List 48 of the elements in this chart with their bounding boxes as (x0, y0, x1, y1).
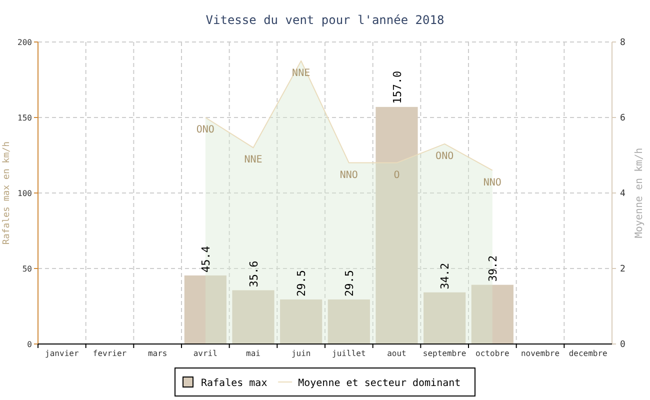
bar (376, 106, 418, 344)
x-tick-label: juillet (332, 349, 366, 358)
data-label: 29.5 (342, 270, 356, 296)
y2-tick-label: 8 (620, 38, 626, 48)
bar (184, 275, 226, 344)
data-label: ONO (436, 150, 454, 162)
data-label: 34.2 (438, 262, 452, 290)
x-tick-label: mars (148, 349, 168, 358)
x-tick-label: aout (387, 349, 407, 358)
x-tick-label: decembre (568, 349, 608, 358)
data-label: ONO (196, 124, 214, 136)
bar (232, 290, 274, 344)
bar (328, 299, 370, 344)
y-tick-label: 200 (18, 38, 32, 47)
bar (471, 284, 514, 344)
data-label: 35.6 (247, 260, 260, 288)
x-tick-label: janvier (45, 349, 79, 358)
bar (424, 292, 466, 344)
y2-tick-label: 2 (620, 264, 626, 274)
y2-tick-label: 6 (620, 114, 626, 124)
legend-label: Rafales max (201, 378, 268, 389)
y-tick-label: 0 (27, 340, 32, 349)
y2-tick-label: 0 (620, 340, 626, 350)
data-label: 39.2 (486, 255, 500, 282)
y-tick-label: 150 (18, 114, 32, 122)
y-tick-label: 100 (18, 189, 32, 198)
x-tick-label: avril (193, 349, 218, 358)
bar (280, 299, 322, 344)
y-tick-label: 50 (22, 264, 32, 274)
x-tick-label: fevrier (92, 349, 127, 358)
y2-axis-title: Moyenne en km/h (634, 148, 645, 238)
x-tick-label: octobre (476, 349, 510, 358)
data-label: NNO (340, 170, 358, 181)
x-tick-label: juin (291, 349, 311, 358)
x-tick-label: novembre (520, 349, 560, 358)
data-label: 29.5 (295, 270, 308, 296)
y2-tick-label: 4 (620, 189, 626, 199)
x-tick-label: mai (246, 349, 261, 358)
data-label: NNE (244, 154, 262, 166)
x-tick-label: septembre (422, 349, 466, 358)
data-label: NNO (483, 177, 502, 188)
data-label: O (394, 170, 400, 181)
data-label: 45.4 (199, 246, 212, 272)
chart-title: Vitesse du vent pour l'année 2018 (206, 13, 444, 27)
y-axis-title: Rafales max en km/h (2, 142, 12, 244)
data-label: NNE (292, 68, 310, 79)
data-label: 157.0 (390, 70, 404, 104)
legend-label: Moyenne et secteur dominant (298, 378, 461, 389)
